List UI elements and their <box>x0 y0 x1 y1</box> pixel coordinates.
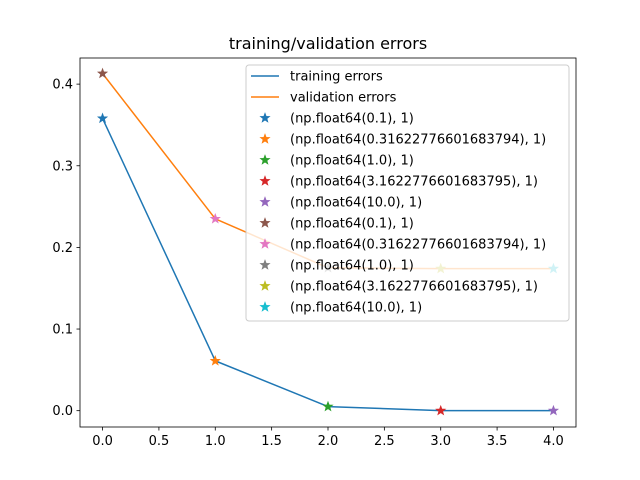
legend-entry-label: (np.float64(1.0), 1) <box>290 259 414 274</box>
legend-entry-label: (np.float64(3.1622776601683795), 1) <box>290 280 538 295</box>
x-tick-label: 3.5 <box>487 434 508 449</box>
legend-star-swatch <box>259 301 271 312</box>
legend-entry-label: (np.float64(3.1622776601683795), 1) <box>290 175 538 190</box>
legend-star-swatch <box>259 175 271 186</box>
y-tick-label: 0.4 <box>52 78 73 93</box>
legend-entry-label: (np.float64(0.1), 1) <box>290 112 414 127</box>
legend: training errors validation errors (np.floa… <box>245 64 570 322</box>
legend-entry-label: (np.float64(0.31622776601683794), 1) <box>290 133 546 148</box>
legend-entry-label: validation errors <box>290 91 397 106</box>
star-marker <box>209 355 221 366</box>
x-tick-label: 1.0 <box>205 434 226 449</box>
legend-star-swatch <box>259 238 271 249</box>
legend-entry-label: (np.float64(10.0), 1) <box>290 196 422 211</box>
x-tick-label: 0.0 <box>92 434 113 449</box>
x-tick-label: 3.0 <box>430 434 451 449</box>
x-tick-label: 2.0 <box>318 434 339 449</box>
legend-star-swatch <box>259 280 271 291</box>
star-marker <box>322 400 334 412</box>
legend-entry-label: training errors <box>290 70 383 85</box>
legend-star-swatch <box>259 217 271 228</box>
legend-box <box>245 64 570 322</box>
x-tick-label: 1.5 <box>261 434 282 449</box>
y-tick-label: 0.1 <box>52 323 73 338</box>
plot-area: 0.0 0.5 1.0 1.5 2.0 2.5 3.0 3.5 4.0 0.0 0.1 0.2 0.3 0… <box>52 57 577 449</box>
star-marker <box>547 404 560 416</box>
legend-star-swatch <box>259 196 271 207</box>
chart-title: training/validation errors <box>229 34 427 53</box>
star-marker <box>96 67 109 79</box>
x-tick-label: 2.5 <box>374 434 395 449</box>
legend-entry-label: (np.float64(0.31622776601683794), 1) <box>290 238 546 253</box>
legend-star-swatch <box>259 112 271 123</box>
y-tick-label: 0.3 <box>52 159 73 174</box>
x-tick-label: 0.5 <box>149 434 170 449</box>
star-marker <box>435 404 447 416</box>
legend-entry-label: (np.float64(1.0), 1) <box>290 154 414 169</box>
y-tick-label: 0.2 <box>52 241 73 256</box>
x-tick-label: 4.0 <box>543 434 564 449</box>
legend-star-swatch <box>259 154 271 165</box>
legend-star-swatch <box>259 259 271 270</box>
legend-entry-label: (np.float64(0.1), 1) <box>290 217 414 232</box>
legend-entry-label: (np.float64(10.0), 1) <box>290 301 422 316</box>
star-marker <box>209 212 221 224</box>
y-tick-label: 0.0 <box>52 404 73 419</box>
star-marker <box>96 112 109 124</box>
legend-star-swatch <box>259 133 271 144</box>
